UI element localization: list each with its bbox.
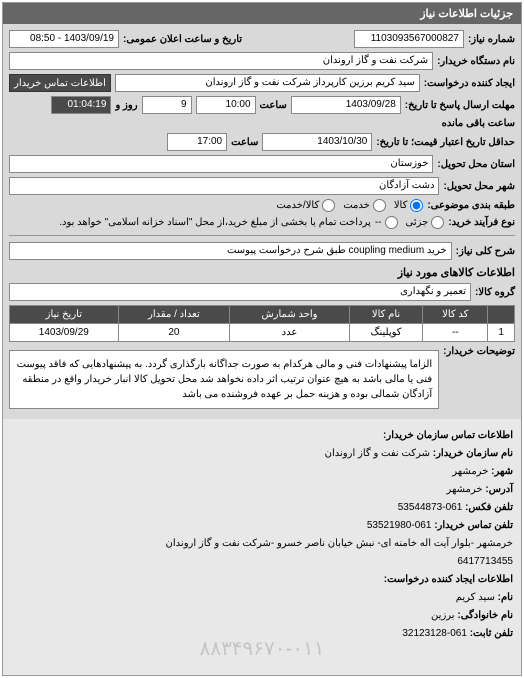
radio-kala-khedmat-label: کالا/خدمت [276, 200, 319, 211]
items-table: کد کالا نام کالا واحد شمارش تعداد / مقدا… [9, 305, 515, 342]
radio-jozi[interactable] [431, 216, 444, 229]
main-panel: جزئیات اطلاعات نیاز شماره نیاز: 11030935… [2, 2, 522, 676]
val-tel: 061-32123128 [402, 628, 467, 639]
field-niaz-no: 1103093567000827 [354, 30, 464, 48]
panel-body: شماره نیاز: 1103093567000827 تاریخ و ساع… [3, 24, 521, 419]
val-sh-city: خرمشهر [452, 466, 488, 477]
label-buyer-tel: تلفن تماس خریدار: [434, 520, 513, 531]
th-unit: واحد شمارش [230, 306, 350, 324]
label-province: استان محل تحویل: [437, 159, 515, 170]
field-announce-dt: 1403/09/19 - 08:50 [9, 30, 119, 48]
label-rooz: روز و [115, 100, 137, 111]
field-deadline-time: 10:00 [196, 96, 256, 114]
label-niaz-no: شماره نیاز: [468, 34, 515, 45]
label-saat2: ساعت [231, 137, 258, 148]
label-buy-proc: نوع فرآیند خرید: [448, 217, 515, 228]
panel-title: جزئیات اطلاعات نیاز [3, 3, 521, 24]
contact-org-title: اطلاعات تماس سازمان خریدار: [383, 430, 513, 441]
label-sh-city: شهر: [491, 466, 513, 477]
subject-type-radios: کالا خدمت کالا/خدمت [276, 199, 423, 212]
label-deadline: مهلت ارسال پاسخ تا تاریخ: [405, 100, 515, 111]
th-date: تاریخ نیاز [10, 306, 119, 324]
field-city: دشت آزادگان [9, 177, 439, 195]
radio-kala-label: کالا [394, 200, 408, 211]
th-index [488, 306, 515, 324]
val-contact-org-name: شرکت نفت و گاز اروندان [325, 448, 430, 459]
val-buyer-tel: 061-53521980 [367, 520, 432, 531]
label-kala-group: گروه کالا: [475, 287, 515, 298]
field-price-time: 17:00 [167, 133, 227, 151]
label-city: شهر محل تحویل: [443, 181, 515, 192]
label-name: نام: [498, 592, 513, 603]
field-price-date: 1403/10/30 [262, 133, 372, 151]
field-remain-time: 01:04:19 [51, 96, 111, 114]
td-name: کوپلینگ [349, 324, 423, 342]
label-creator: ایجاد کننده درخواست: [424, 78, 515, 89]
label-sharh: شرح کلی نیاز: [456, 246, 515, 257]
field-province: خوزستان [9, 155, 433, 173]
buyer-desc-box: الزاما پیشنهادات فنی و مالی هرکدام به صو… [9, 350, 439, 409]
td-qty: 20 [118, 324, 230, 342]
contact-section: اطلاعات تماس سازمان خریدار: نام سازمان خ… [3, 419, 521, 675]
radio-kala-khedmat[interactable] [322, 199, 335, 212]
val-tel2: 6417713455 [457, 556, 513, 567]
items-section-title: اطلاعات کالاهای مورد نیاز [9, 266, 515, 279]
th-name: نام کالا [349, 306, 423, 324]
label-subject-type: طبقه بندی موضوعی: [427, 200, 515, 211]
field-sharh: خرید coupling medium طبق شرح درخواست پیو… [9, 242, 452, 260]
label-remain: ساعت باقی مانده [442, 118, 515, 129]
field-days: 9 [142, 96, 192, 114]
table-header-row: کد کالا نام کالا واحد شمارش تعداد / مقدا… [10, 306, 515, 324]
radio-kala[interactable] [410, 199, 423, 212]
radio-khedmat[interactable] [373, 199, 386, 212]
buy-proc-text: پرداخت تمام یا بخشی از مبلغ خرید،از محل … [59, 217, 371, 228]
label-announce-dt: تاریخ و ساعت اعلان عمومی: [123, 34, 242, 45]
label-buyer-desc: توضیحات خریدار: [443, 346, 515, 357]
radio-jozi-label: جزئی [406, 217, 429, 228]
td-unit: عدد [230, 324, 350, 342]
contact-info-button[interactable]: اطلاعات تماس خریدار [9, 74, 111, 92]
label-family: نام خانوادگی: [457, 610, 513, 621]
label-fax: تلفن فکس: [465, 502, 513, 513]
val-family: برزین [431, 610, 455, 621]
th-qty: تعداد / مقدار [118, 306, 230, 324]
field-kala-group: تعمیر و نگهداری [9, 283, 471, 301]
td-code: -- [423, 324, 488, 342]
radio-khedmat-label: خدمت [343, 200, 370, 211]
td-index: 1 [488, 324, 515, 342]
radio-dash[interactable] [385, 216, 398, 229]
field-org-name: شرکت نفت و گاز اروندان [9, 52, 433, 70]
buy-proc-radios: جزئی -- [375, 216, 445, 229]
table-row: 1 -- کوپلینگ عدد 20 1403/09/29 [10, 324, 515, 342]
val-address: خرمشهر [447, 484, 483, 495]
label-saat1: ساعت [260, 100, 287, 111]
val-fax: 061-53544873 [398, 502, 463, 513]
val-name: سید کریم [456, 592, 495, 603]
label-contact-org-name: نام سازمان خریدار: [433, 448, 513, 459]
val-addr2: خرمشهر -بلوار آیت اله خامنه ای- نبش خیاب… [166, 538, 513, 549]
field-creator: سید کریم برزین کارپرداز شرکت نفت و گاز ا… [115, 74, 420, 92]
radio-dash-label: -- [375, 217, 382, 228]
label-org-name: نام دستگاه خریدار: [437, 56, 515, 67]
label-price-valid: حداقل تاریخ اعتبار قیمت؛ تا تاریخ: [376, 137, 515, 148]
label-address: آدرس: [485, 484, 513, 495]
th-code: کد کالا [423, 306, 488, 324]
field-deadline-date: 1403/09/28 [291, 96, 401, 114]
td-date: 1403/09/29 [10, 324, 119, 342]
label-tel: تلفن ثابت: [470, 628, 513, 639]
